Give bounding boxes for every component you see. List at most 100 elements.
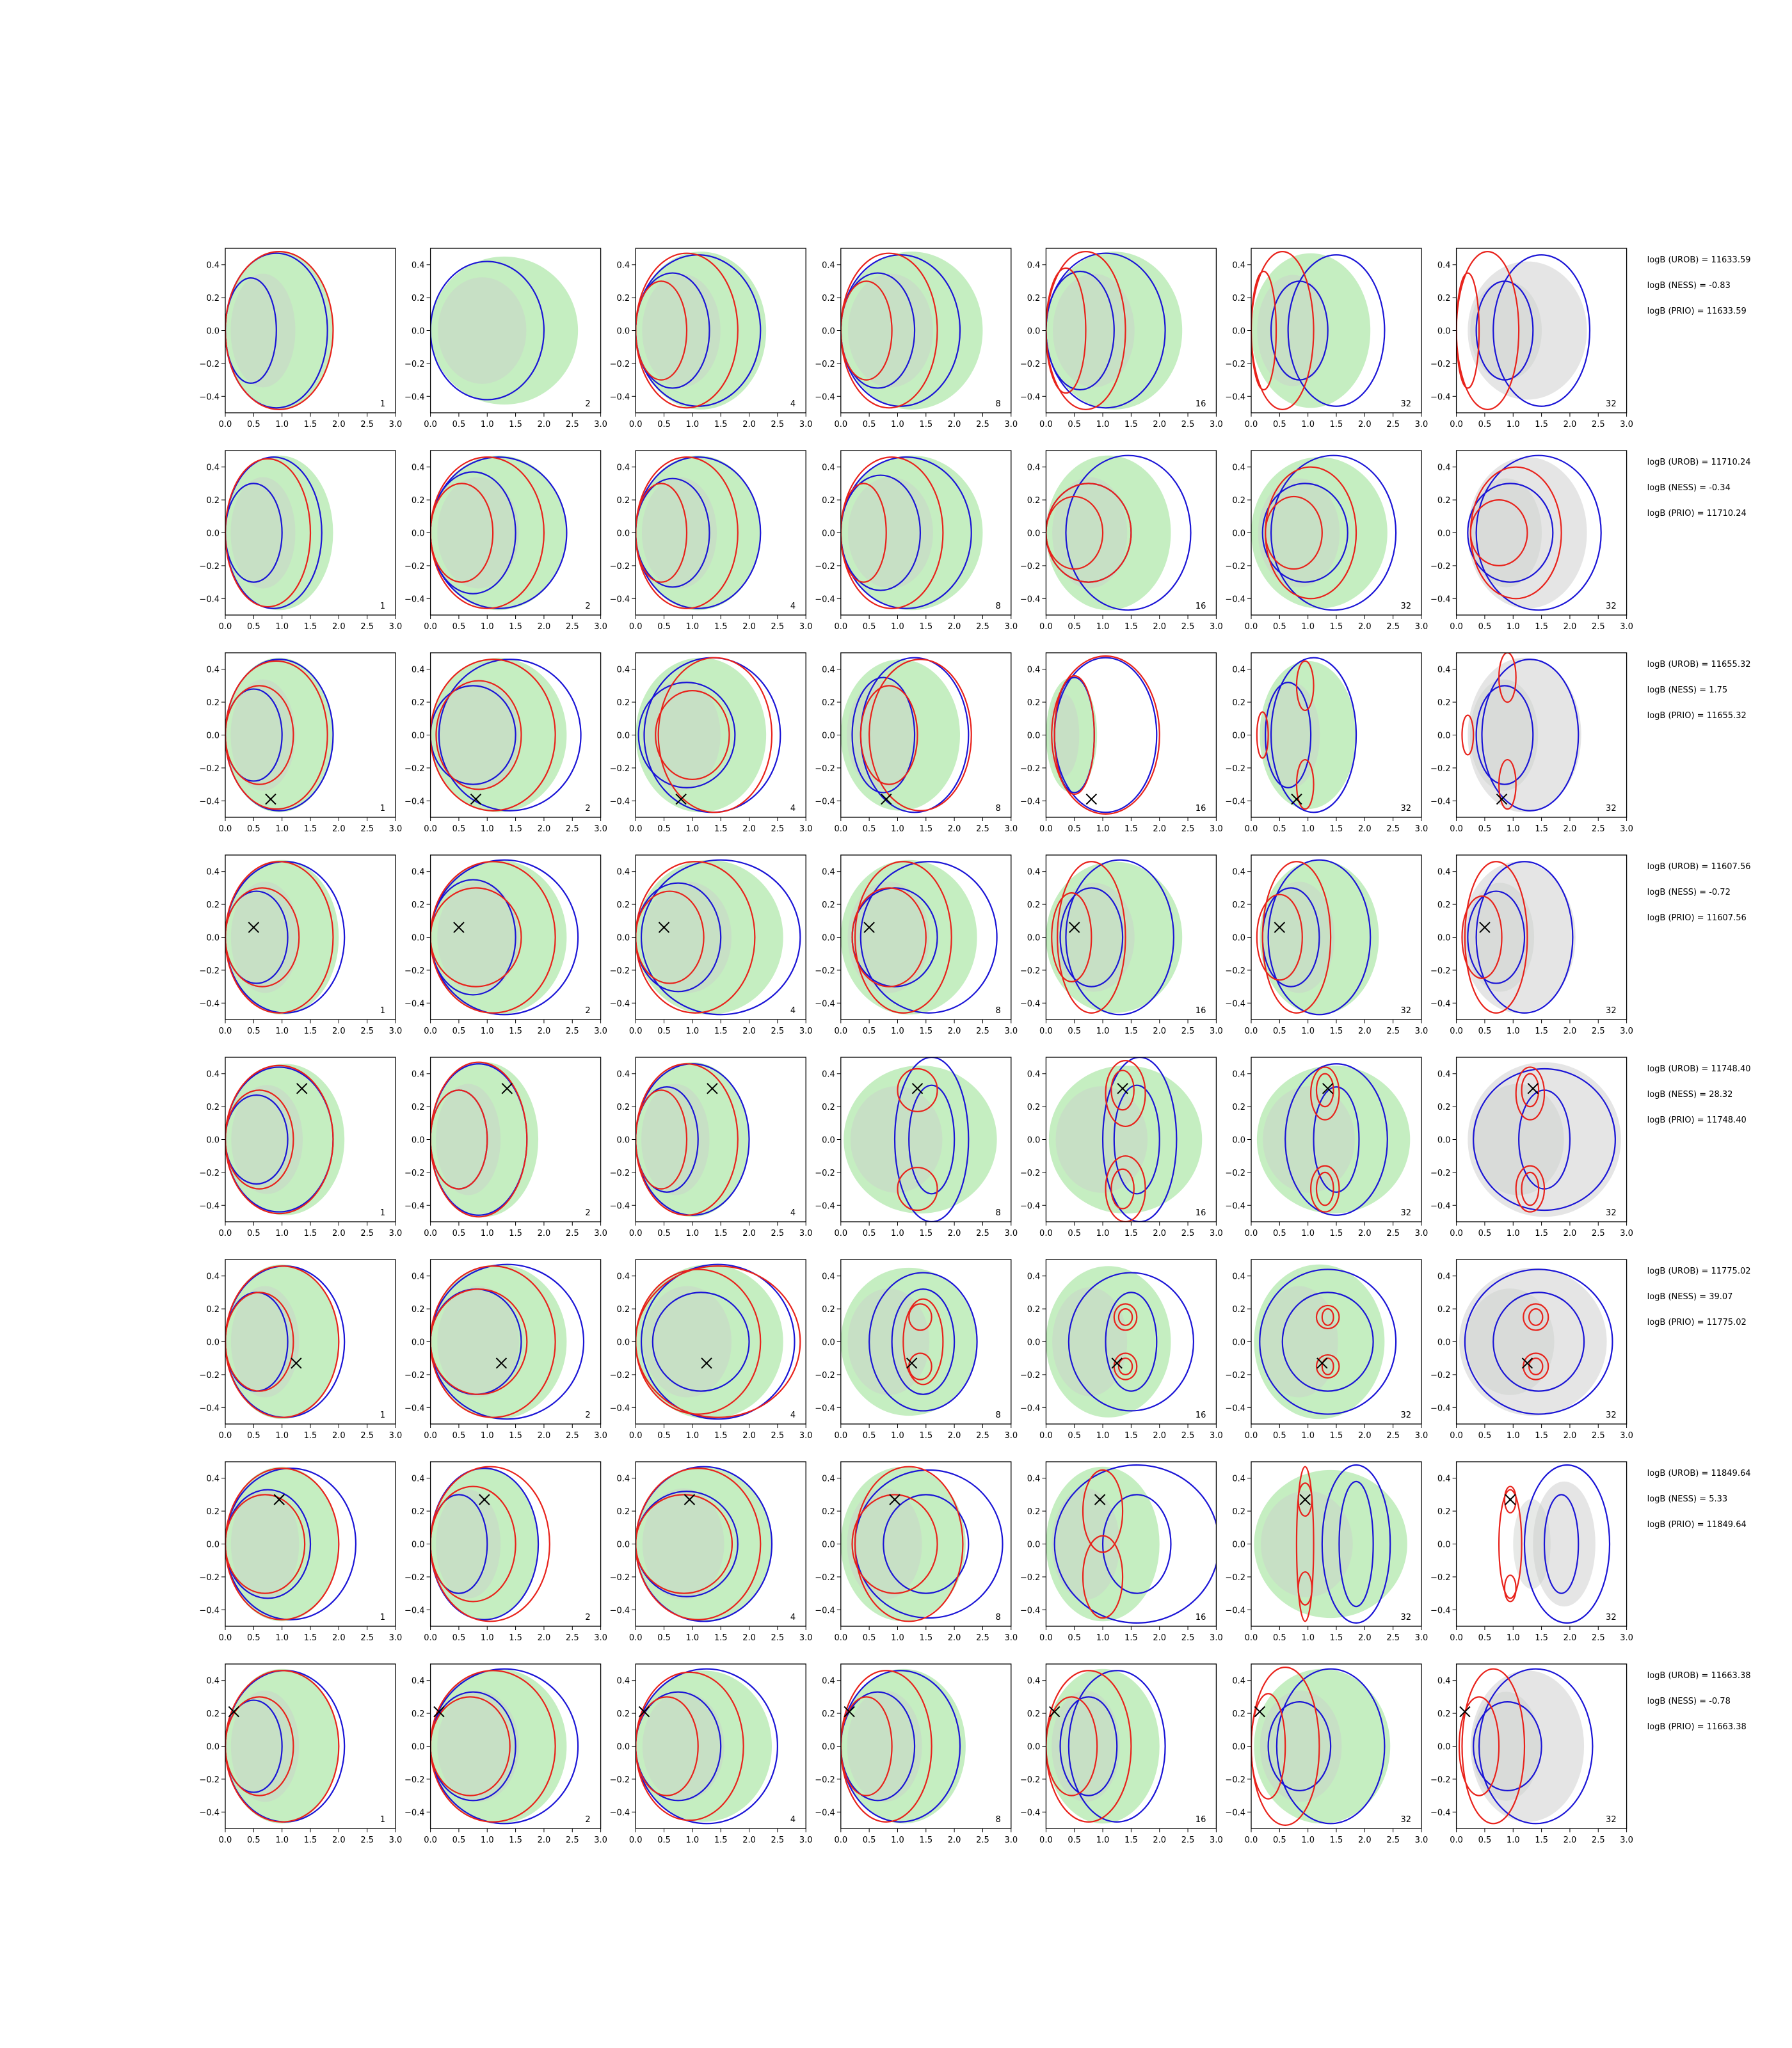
y-tick-label: −0.4 [815,392,835,402]
subplot: 0.0 0.5 1.0 1.5 2.0 2.5 3.0 0.4 0.2 0.0 −0.2 −0.4 1 [199,652,402,834]
y-tick-label: 0.4 [412,1677,425,1686]
proposal-fill-region [636,1670,772,1822]
proposal-fill-region [840,455,983,611]
subplot-index-label: 1 [380,1411,385,1420]
y-tick-label: 0.0 [1437,1743,1451,1752]
y-tick-label: 0.0 [412,934,425,943]
subplot: 0.0 0.5 1.0 1.5 2.0 2.5 3.0 0.4 0.2 0.0 −0.2 −0.4 2 [404,1461,607,1643]
y-tick-label: 0.4 [1437,868,1451,877]
x-tick-label: 0.5 [452,1836,466,1845]
x-tick-label: 0.5 [863,1836,876,1845]
y-tick-label: −0.2 [610,764,630,774]
red-contour [1523,1303,1549,1331]
log-bayes-factor-label: logB (UROB) = 11710.24 [1647,458,1751,467]
x-tick-label: 2.0 [1564,622,1577,632]
x-tick-label: 1.5 [304,1229,317,1238]
subplot-index-label: 32 [1606,399,1617,409]
plot-area [1256,1063,1411,1216]
subplot-index-label: 2 [585,1208,590,1218]
proposal-fill-region [430,1468,539,1620]
y-tick-label: 0.0 [822,1743,835,1752]
y-tick-label: −0.4 [1430,1404,1451,1413]
red-contour [1458,1696,1500,1796]
x-tick-label: 3.0 [594,622,607,632]
x-tick-label: 2.5 [976,420,989,429]
x-tick-label: 2.5 [1181,1229,1195,1238]
blue-contour [1101,1494,1172,1594]
x-tick-label: 1.5 [1535,420,1548,429]
y-tick-label: 0.0 [822,934,835,943]
subplot-index-label: 4 [790,602,796,611]
x-tick-label: 1.5 [919,1229,932,1238]
red-contour [1315,1073,1334,1108]
true-parameter-marker [1274,922,1286,933]
plot-area [840,657,972,813]
blue-contour [1287,254,1386,407]
y-tick-label: −0.2 [1020,562,1041,572]
x-tick-label: 3.0 [594,1229,607,1238]
x-tick-label: 1.5 [304,824,317,834]
x-tick-label: 2.0 [1358,1027,1372,1036]
subplot-index-label: 8 [996,804,1001,813]
red-contour [1461,714,1475,756]
x-tick-label: 2.0 [742,1633,756,1643]
inner-density-region [850,1086,943,1193]
inner-density-region [641,1084,710,1196]
inner-density-region [437,1286,519,1398]
x-tick-label: 1.0 [1096,622,1110,632]
x-tick-label: 3.0 [594,1633,607,1643]
red-contour [1309,1066,1340,1121]
x-tick-label: 0.5 [1273,1431,1286,1441]
y-tick-label: 0.4 [1027,1677,1041,1686]
blue-contour [1475,454,1602,611]
y-tick-label: −0.4 [815,1201,835,1211]
x-tick-label: 3.0 [1415,1836,1428,1845]
y-tick-label: 0.4 [1232,1475,1245,1484]
y-tick-label: −0.4 [1020,595,1041,604]
true-parameter-marker [911,1083,924,1094]
y-tick-label: −0.2 [1430,1775,1451,1785]
y-tick-label: −0.4 [1430,1606,1451,1615]
true-parameter-marker [479,1494,490,1505]
true-parameter-marker [1527,1083,1539,1094]
x-tick-label: 1.0 [1096,1431,1110,1441]
proposal-fill-region [1256,1065,1411,1214]
y-tick-label: 0.0 [617,1136,630,1146]
x-tick-label: 0.5 [247,1633,260,1643]
y-tick-label: 0.2 [617,698,630,708]
y-tick-label: 0.2 [1027,900,1041,910]
x-tick-label: 0.5 [247,1229,260,1238]
plot-area [430,256,579,405]
y-tick-label: 0.4 [617,1070,630,1080]
y-tick-label: −0.2 [610,562,630,572]
y-tick-label: −0.4 [199,392,220,402]
x-tick-label: 2.5 [360,1229,374,1238]
y-tick-label: 0.2 [1027,1709,1041,1719]
subplot-index-label: 1 [380,1006,385,1016]
subplot: 0.0 0.5 1.0 1.5 2.0 2.5 3.0 0.4 0.2 0.0 −0.2 −0.4 16 [1020,1259,1223,1441]
plot-area [1459,1267,1613,1416]
x-tick-label: 3.0 [594,1836,607,1845]
plot-area [1046,454,1192,611]
x-tick-label: 2.5 [976,1836,989,1845]
plot-area [840,1267,978,1416]
x-tick-label: 1.0 [891,1027,904,1036]
x-tick-label: 0.5 [452,1633,466,1643]
x-tick-label: 1.0 [275,1229,289,1238]
y-tick-label: 0.2 [1437,900,1451,910]
blue-contour [883,1494,970,1594]
y-tick-label: −0.4 [1020,392,1041,402]
red-contour [1110,1069,1135,1111]
y-tick-label: 0.4 [1232,463,1245,473]
x-tick-label: 3.0 [1210,1229,1223,1238]
x-tick-label: 0.0 [1245,1836,1258,1845]
true-parameter-marker [889,1494,900,1505]
red-contour [854,1466,964,1622]
y-tick-label: −0.2 [199,562,220,572]
inner-density-region [642,1488,724,1600]
proposal-fill-region [225,1264,339,1420]
subplot-index-label: 2 [585,804,590,813]
y-tick-label: −0.4 [815,1404,835,1413]
subplot: 0.0 0.5 1.0 1.5 2.0 2.5 3.0 0.4 0.2 0.0 −0.2 −0.4 8 [815,854,1018,1036]
blue-contour [636,272,710,389]
